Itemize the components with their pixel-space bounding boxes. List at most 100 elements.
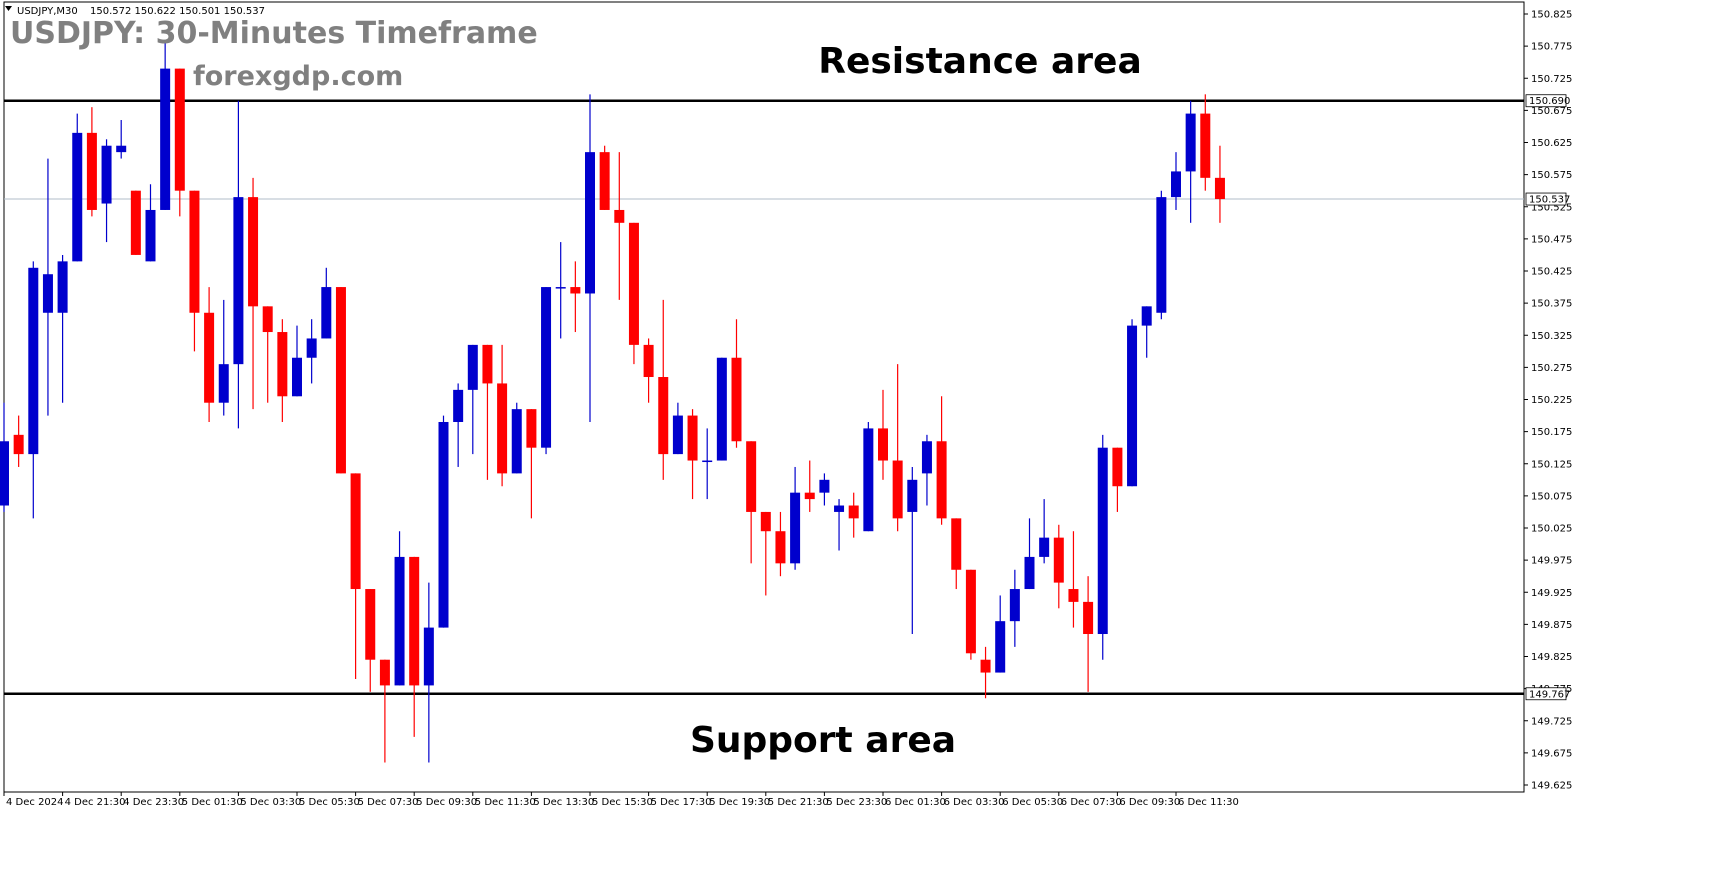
candle-body	[101, 145, 112, 204]
x-tick-label-18: 6 Dec 07:30	[1061, 797, 1122, 808]
candle-body	[379, 659, 390, 686]
candle-body	[995, 621, 1006, 673]
candle-body	[1214, 177, 1225, 200]
candle-body	[526, 409, 537, 448]
candle-body	[262, 306, 273, 333]
candle-body	[453, 389, 464, 422]
candle-56	[819, 473, 830, 506]
candle-body	[28, 267, 39, 455]
candle-body	[321, 287, 332, 339]
candle-6	[86, 107, 97, 217]
candle-body	[555, 287, 566, 289]
candle-body	[204, 312, 215, 403]
candle-body	[628, 222, 639, 345]
candle-body	[614, 209, 625, 223]
candle-body	[702, 460, 713, 463]
candle-25	[365, 589, 376, 692]
y-tick-label-2: 150.725	[1531, 74, 1572, 85]
candle-60	[878, 389, 888, 480]
x-tick-label-12: 5 Dec 19:30	[709, 797, 770, 808]
x-tick-label-3: 5 Dec 01:30	[182, 797, 243, 808]
y-tick-label-4: 150.625	[1531, 138, 1572, 149]
candle-0	[0, 402, 9, 512]
candle-body	[804, 492, 815, 500]
candle-body	[1127, 325, 1138, 487]
candle-body	[570, 287, 581, 294]
candles	[0, 42, 1225, 763]
candle-body	[467, 344, 478, 390]
candle-body	[292, 357, 302, 397]
x-tick-label-9: 5 Dec 13:30	[533, 797, 594, 808]
x-tick-label-11: 5 Dec 17:30	[651, 797, 712, 808]
candle-82	[1200, 94, 1211, 191]
candle-body	[116, 145, 127, 153]
candle-30	[438, 415, 449, 628]
candle-body	[1141, 306, 1152, 326]
candle-34	[497, 344, 508, 487]
candle-body	[1039, 537, 1050, 557]
candle-31	[453, 383, 464, 467]
candle-46	[672, 402, 683, 455]
candle-33	[482, 344, 493, 480]
y-tick-label-5: 150.575	[1531, 170, 1572, 181]
candle-55	[804, 460, 815, 512]
candle-38	[555, 242, 566, 339]
candle-48	[702, 428, 713, 500]
candle-52	[760, 511, 771, 596]
candle-66	[965, 569, 976, 660]
candle-body	[130, 190, 141, 255]
x-tick-label-14: 5 Dec 23:30	[826, 797, 887, 808]
candle-40	[585, 94, 595, 422]
candle-body	[57, 261, 68, 313]
candle-body	[1068, 589, 1079, 602]
candle-67	[980, 646, 991, 699]
candle-body	[731, 357, 742, 442]
candle-68	[995, 595, 1006, 673]
y-tick-label-19: 149.875	[1531, 620, 1572, 631]
candle-body	[1024, 556, 1035, 590]
x-tick-label-6: 5 Dec 07:30	[358, 797, 419, 808]
candle-body	[834, 505, 845, 512]
plot-frame	[3, 1, 1525, 793]
ohlc-info-symbol: USDJPY,M30	[17, 6, 78, 17]
candle-body	[86, 132, 97, 210]
resistance-label: Resistance area	[818, 41, 1142, 82]
candle-body	[892, 460, 903, 519]
candle-24	[350, 473, 361, 679]
chart-menu-icon[interactable]	[5, 6, 12, 11]
x-tick-label-20: 6 Dec 11:30	[1178, 797, 1239, 808]
candle-3	[42, 158, 53, 416]
candle-body	[189, 190, 200, 313]
candle-19	[277, 319, 288, 422]
candle-9	[130, 190, 141, 255]
candle-body	[1097, 447, 1108, 635]
candle-11	[160, 42, 171, 210]
candle-body	[350, 473, 361, 590]
candle-body	[980, 659, 991, 673]
candle-28	[409, 556, 420, 737]
candle-body	[541, 287, 552, 448]
candle-5	[72, 113, 83, 262]
resistance-price-tag-box	[1525, 94, 1567, 108]
candle-49	[716, 357, 727, 461]
candle-51	[746, 441, 757, 564]
y-tick-label-8: 150.425	[1531, 267, 1572, 278]
resistance-price-tag-text: 150.690	[1529, 96, 1570, 107]
candle-body	[72, 132, 83, 262]
current-price-tag-text: 150.537	[1529, 195, 1570, 206]
candle-body	[335, 287, 346, 474]
candle-65	[951, 518, 962, 590]
y-tick-label-23: 149.675	[1531, 748, 1572, 759]
candle-83	[1214, 145, 1225, 223]
candle-61	[892, 364, 903, 532]
candle-body	[511, 409, 522, 474]
candle-22	[321, 267, 332, 339]
candle-body	[0, 441, 9, 506]
candle-8	[116, 120, 127, 159]
candle-body	[482, 344, 493, 384]
candle-13	[189, 190, 200, 352]
candle-45	[658, 299, 669, 480]
candle-70	[1024, 518, 1035, 590]
candle-53	[775, 511, 786, 577]
y-tick-label-22: 149.725	[1531, 716, 1572, 727]
